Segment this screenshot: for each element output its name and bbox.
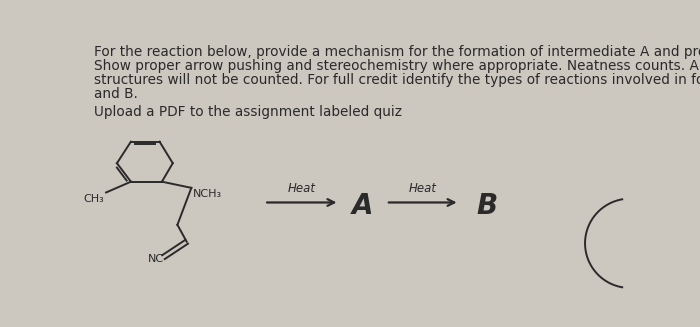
Text: A: A — [352, 192, 373, 219]
Text: Upload a PDF to the assignment labeled quiz: Upload a PDF to the assignment labeled q… — [94, 105, 402, 119]
Text: Show proper arrow pushing and stereochemistry where appropriate. Neatness counts: Show proper arrow pushing and stereochem… — [94, 59, 700, 73]
Text: Heat: Heat — [409, 182, 437, 195]
Text: NCH₃: NCH₃ — [193, 189, 222, 199]
Text: CH₃: CH₃ — [84, 194, 104, 204]
Text: NC: NC — [148, 254, 164, 265]
Text: For the reaction below, provide a mechanism for the formation of intermediate A : For the reaction below, provide a mechan… — [94, 45, 700, 60]
Text: B: B — [476, 192, 497, 219]
Text: and B.: and B. — [94, 87, 138, 101]
Text: Heat: Heat — [288, 182, 316, 195]
Text: structures will not be counted. For full credit identify the types of reactions : structures will not be counted. For full… — [94, 73, 700, 87]
